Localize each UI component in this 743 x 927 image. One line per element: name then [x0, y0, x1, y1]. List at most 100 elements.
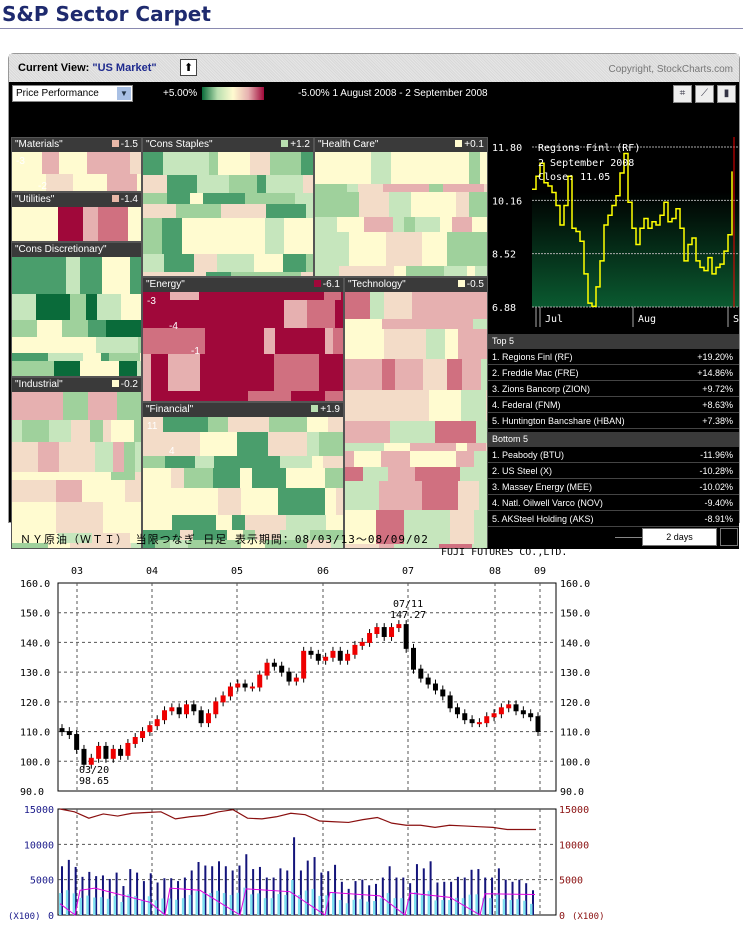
stock-cell[interactable] [218, 354, 229, 391]
stock-cell[interactable] [113, 442, 124, 472]
stock-cell[interactable] [484, 184, 487, 192]
stock-cell[interactable] [48, 543, 70, 548]
sector-energy[interactable]: "Energy" -6.1 -3 -4 -1 [142, 277, 344, 402]
stock-cell[interactable] [341, 292, 343, 300]
bar-chart-icon[interactable]: ▮ [717, 85, 736, 103]
ranking-row[interactable]: 1. Regions Finl (RF) +19.20% [488, 349, 739, 365]
stock-cell[interactable] [393, 217, 404, 232]
stock-cell[interactable] [439, 451, 456, 467]
stock-cell[interactable] [422, 232, 447, 266]
stock-cell[interactable] [121, 294, 141, 320]
stock-cell[interactable] [211, 175, 229, 193]
sector-technology[interactable]: "Technology" -0.5 [344, 277, 488, 549]
stock-cell[interactable] [410, 443, 456, 451]
stock-cell[interactable] [345, 329, 353, 359]
stock-cell[interactable] [90, 420, 103, 442]
stock-cell[interactable] [143, 488, 174, 515]
stock-cell[interactable] [390, 421, 435, 443]
stock-cell[interactable] [285, 292, 324, 300]
stock-cell[interactable] [63, 392, 77, 420]
stock-cell[interactable] [266, 204, 290, 218]
stock-cell[interactable] [358, 184, 383, 192]
stock-cell[interactable] [257, 175, 266, 193]
triangle-right-icon[interactable]: ▶ [720, 528, 738, 546]
stock-cell[interactable] [472, 217, 487, 232]
stock-cell[interactable] [170, 292, 199, 300]
stock-cell[interactable] [134, 420, 141, 442]
stock-cell[interactable] [221, 204, 266, 218]
stock-cell[interactable] [315, 217, 327, 232]
stock-cell[interactable] [111, 420, 122, 442]
stock-cell[interactable] [384, 329, 426, 359]
stock-cell[interactable] [275, 328, 283, 354]
stock-cell[interactable] [193, 530, 227, 540]
stock-cell[interactable] [151, 354, 168, 391]
stock-cell[interactable] [12, 294, 36, 320]
stock-cell[interactable] [353, 329, 384, 359]
stock-cell[interactable] [389, 192, 411, 217]
stock-cell[interactable] [443, 184, 484, 192]
stock-cell[interactable] [337, 217, 364, 232]
stock-cell[interactable] [345, 467, 363, 481]
stock-cell[interactable] [203, 193, 245, 204]
stock-cell[interactable] [474, 451, 487, 467]
stock-cell[interactable] [335, 300, 343, 328]
stock-cell[interactable] [80, 257, 102, 294]
stock-cell[interactable] [12, 533, 58, 543]
stock-cell[interactable] [379, 544, 394, 548]
stock-cell[interactable] [389, 390, 429, 421]
grid-toggle-icon[interactable]: ⌗ [673, 85, 692, 103]
stock-cell[interactable] [248, 391, 291, 401]
stock-cell[interactable] [117, 543, 131, 548]
stock-cell[interactable] [388, 467, 415, 481]
stock-cell[interactable] [447, 359, 462, 390]
stock-cell[interactable] [222, 300, 252, 328]
stock-cell[interactable] [233, 152, 250, 175]
stock-cell[interactable] [153, 515, 172, 530]
stock-cell[interactable] [174, 488, 218, 515]
stock-cell[interactable] [339, 266, 378, 276]
stock-cell[interactable] [268, 432, 307, 456]
stock-cell[interactable] [37, 320, 62, 337]
stock-cell[interactable] [452, 292, 487, 319]
stock-cell[interactable] [280, 456, 291, 468]
stock-cell[interactable] [49, 420, 71, 442]
stock-cell[interactable] [394, 544, 439, 548]
stock-cell[interactable] [379, 481, 422, 510]
stock-cell[interactable] [254, 254, 283, 272]
stock-cell[interactable] [327, 217, 337, 232]
stock-cell[interactable] [307, 300, 335, 328]
stock-cell[interactable] [182, 456, 195, 468]
ranking-row[interactable]: 5. Huntington Bancshare (HBAN) +7.38% [488, 413, 739, 429]
stock-cell[interactable] [66, 257, 80, 294]
stock-cell[interactable] [265, 540, 307, 548]
stock-cell[interactable] [88, 392, 117, 420]
stock-cell[interactable] [345, 421, 390, 443]
stock-cell[interactable] [180, 530, 193, 540]
stock-cell[interactable] [297, 218, 313, 254]
stock-cell[interactable] [240, 468, 252, 488]
stock-cell[interactable] [255, 530, 280, 540]
stock-cell[interactable] [481, 359, 487, 390]
stock-cell[interactable] [196, 540, 241, 548]
stock-cell[interactable] [32, 353, 48, 361]
performance-select[interactable]: Price Performance ▼ [12, 85, 133, 102]
ranking-row[interactable]: 5. AKSteel Holding (AKS) -8.91% [488, 511, 739, 527]
stock-cell[interactable] [286, 468, 325, 488]
stock-cell[interactable] [456, 451, 474, 467]
stock-cell[interactable] [125, 480, 141, 502]
stock-cell[interactable] [315, 232, 349, 266]
stock-cell[interactable] [433, 467, 460, 481]
stock-cell[interactable] [92, 533, 130, 543]
stock-cell[interactable] [59, 442, 95, 472]
stock-cell[interactable] [87, 152, 130, 174]
stock-cell[interactable] [143, 175, 167, 193]
stock-cell[interactable] [404, 217, 415, 232]
stock-cell[interactable] [217, 254, 254, 272]
stock-cell[interactable] [12, 174, 46, 191]
stock-cell[interactable] [54, 361, 80, 376]
ranking-row[interactable]: 3. Zions Bancorp (ZION) +9.72% [488, 381, 739, 397]
stock-cell[interactable] [143, 152, 163, 175]
stock-cell[interactable] [361, 510, 376, 544]
stock-cell[interactable] [232, 515, 245, 530]
